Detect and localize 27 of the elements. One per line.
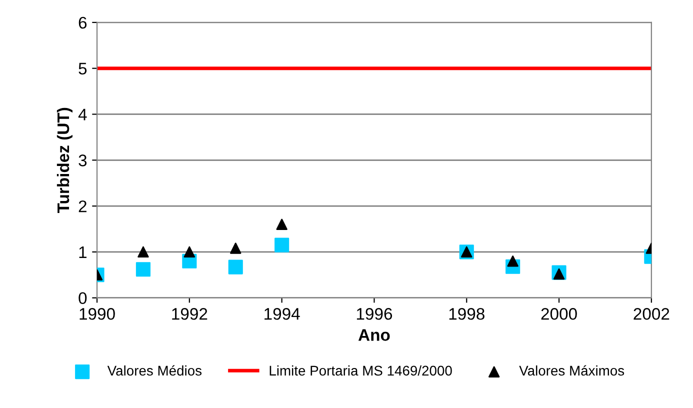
point	[276, 218, 288, 230]
legend-label: Valores Máximos	[519, 365, 624, 376]
x-tick-label: 1998	[449, 308, 484, 320]
point	[136, 262, 151, 277]
x-tick-label: 1990	[80, 308, 115, 320]
y-tick-label: 1	[79, 246, 86, 258]
y-tick-label: 4	[78, 108, 87, 120]
y-tick-label: 5	[78, 62, 87, 75]
x-axis-title: Ano	[358, 329, 390, 341]
x-tick-label: 1994	[264, 308, 300, 320]
point	[274, 238, 290, 252]
point	[553, 268, 565, 280]
legend-label: Valores Médios	[107, 365, 202, 376]
point	[138, 246, 149, 258]
x-tick-label: 2000	[541, 308, 577, 320]
x-tick-label: 1992	[172, 308, 208, 320]
x-tick-label: 2002	[634, 308, 670, 320]
y-tick-label: 6	[78, 16, 87, 29]
y-tick-label: 0	[78, 292, 87, 304]
point	[230, 242, 242, 254]
x-tick-label: 1996	[356, 308, 392, 320]
y-tick-label: 2	[78, 200, 86, 212]
point	[184, 246, 196, 258]
y-tick-label: 3	[78, 154, 87, 166]
point	[228, 260, 243, 274]
legend-label: Limite Portaria MS 1469/2000	[270, 365, 452, 376]
y-axis-title: Turbidez (UT)	[56, 108, 72, 214]
